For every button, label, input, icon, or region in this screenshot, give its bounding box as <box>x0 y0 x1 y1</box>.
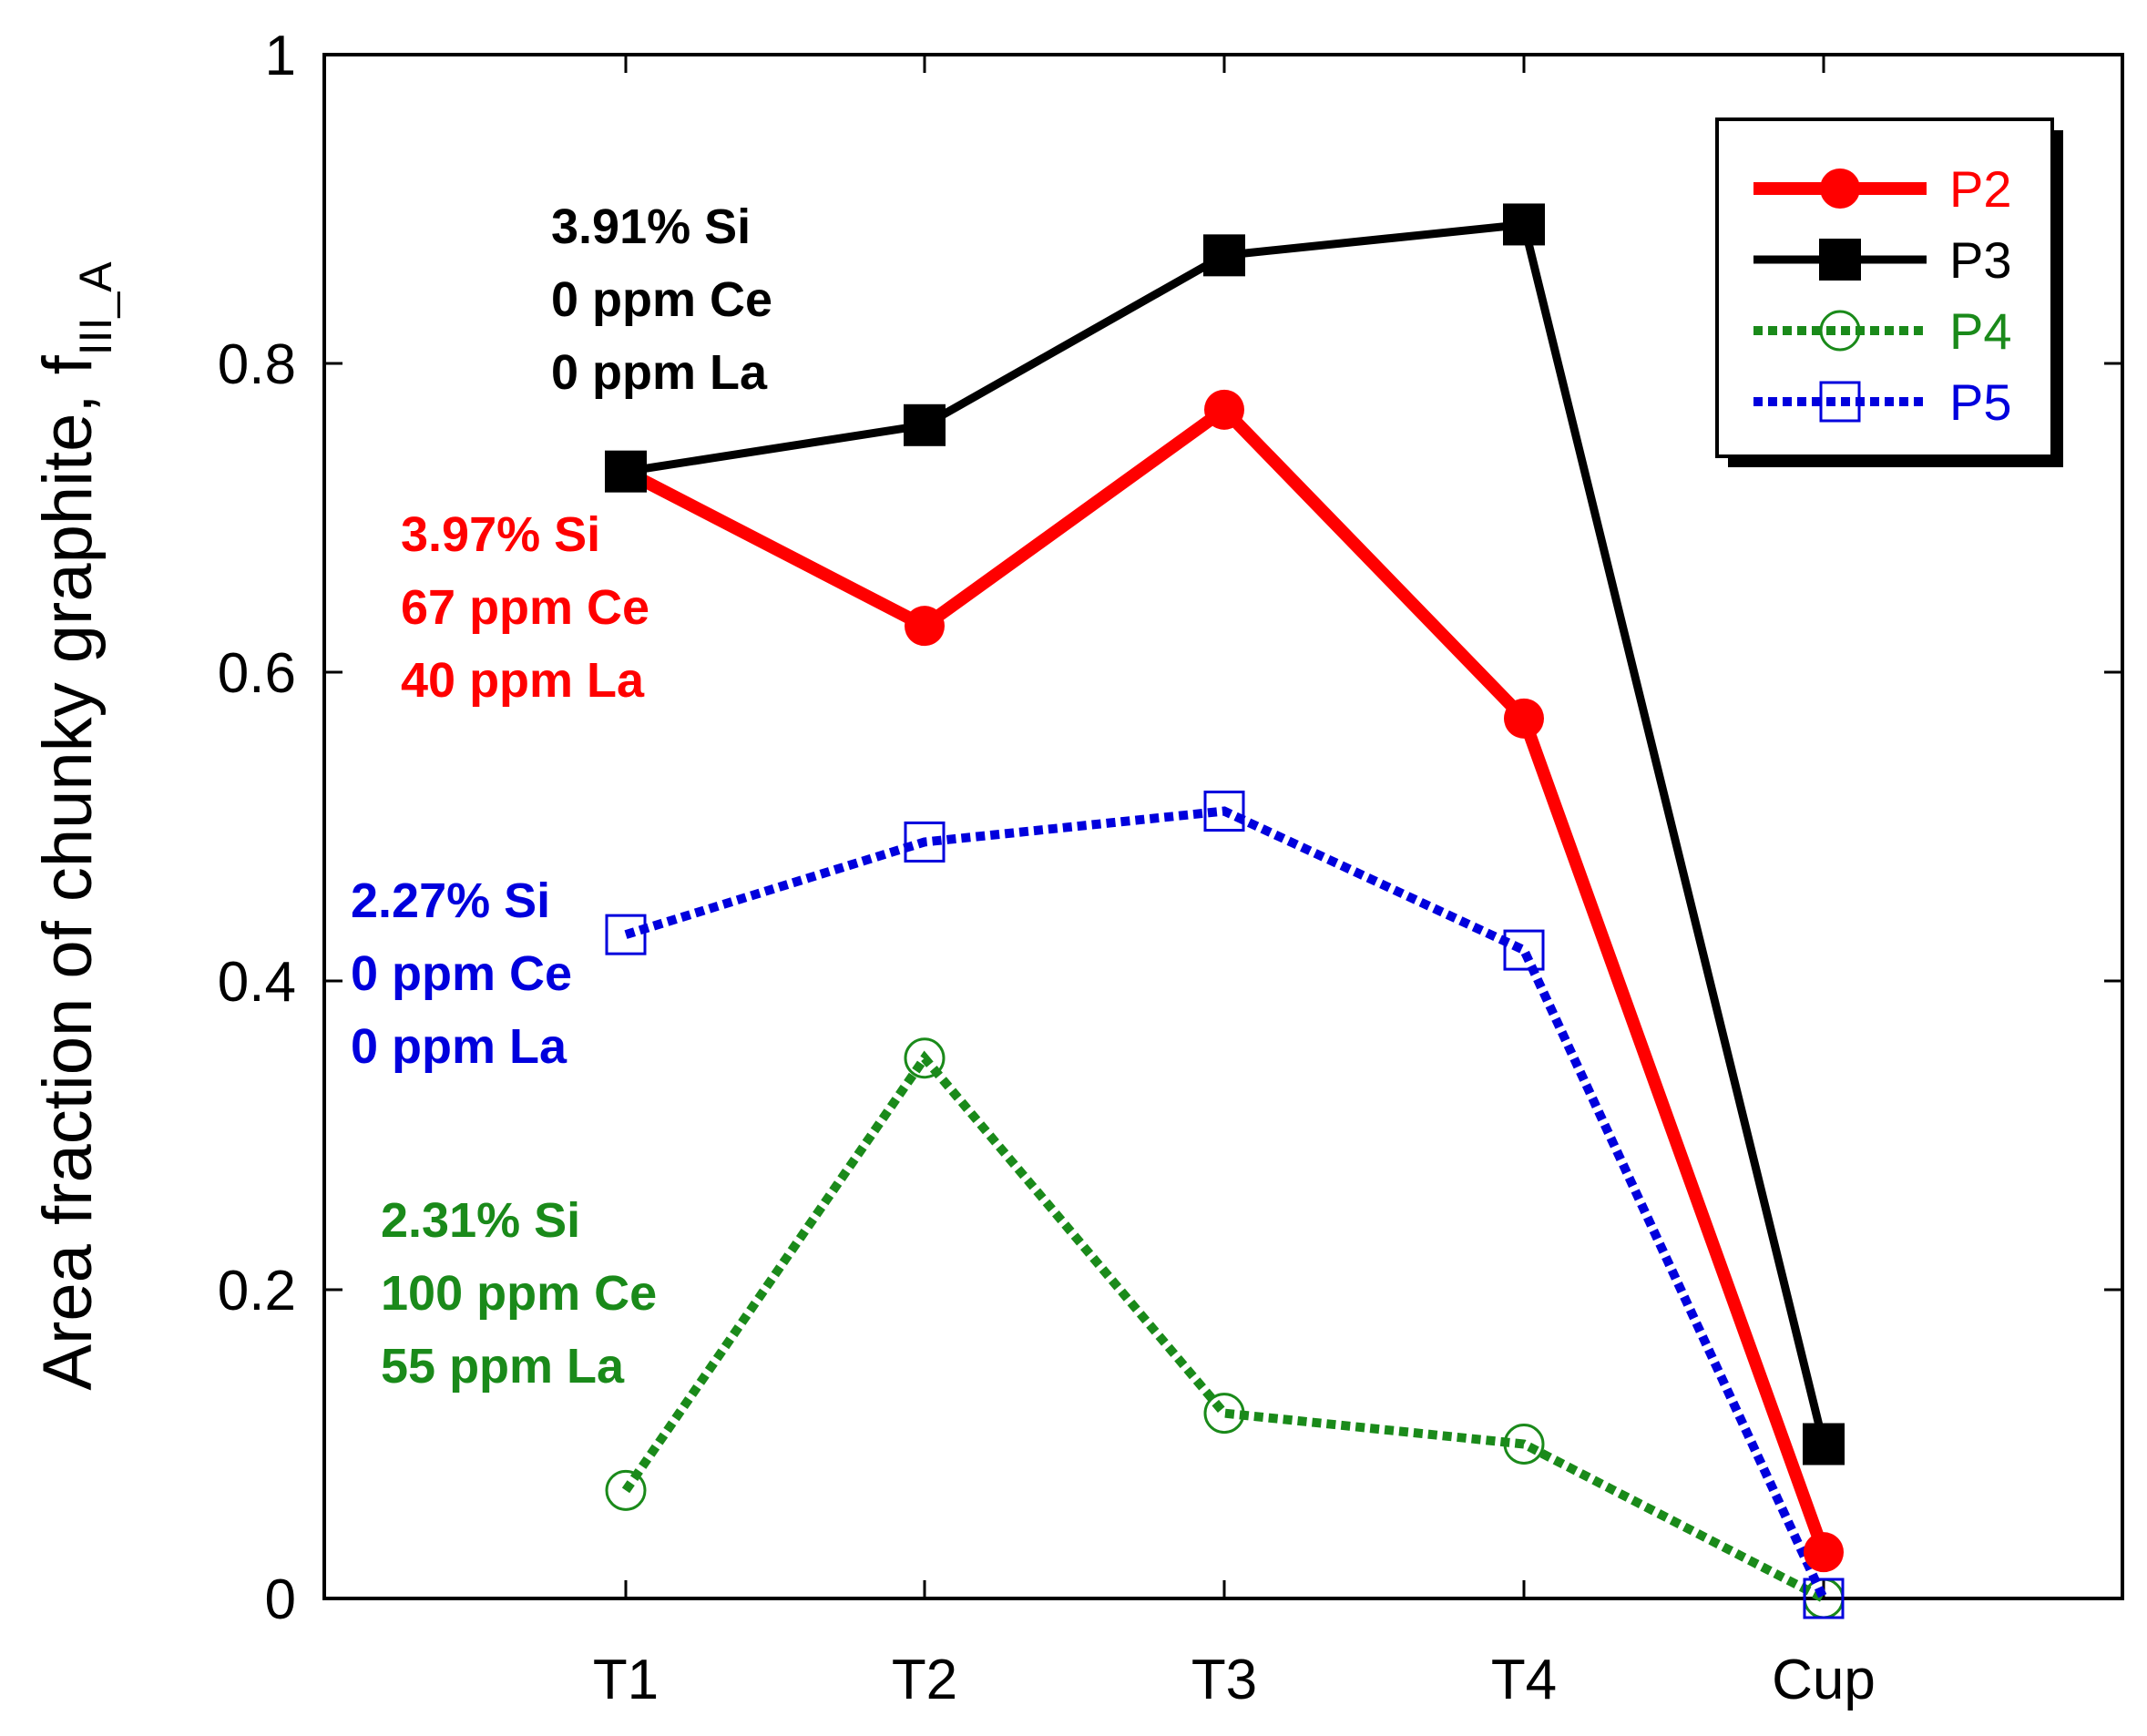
point-p5-t2 <box>904 821 946 863</box>
point-p2-cup <box>1804 1532 1844 1573</box>
x-tick-label-1: T2 <box>892 1649 957 1711</box>
y-tick-label-3: 0.6 <box>218 642 296 705</box>
point-p2-t3 <box>1204 389 1244 430</box>
point-p3-t4 <box>1503 203 1545 246</box>
series-p3 <box>605 203 1845 1465</box>
legend-marker-p4 <box>1819 310 1861 352</box>
annotation-p2-line-2: 40 ppm La <box>401 653 645 708</box>
annotation-p5: 2.27% Si 0 ppm Ce 0 ppm La <box>351 873 572 1074</box>
series-p4 <box>605 1037 1845 1619</box>
series-p5 <box>605 791 1845 1619</box>
point-p4-t2 <box>904 1037 946 1079</box>
point-p2-t2 <box>905 606 945 647</box>
annotation-p4-line-1: 100 ppm Ce <box>381 1266 657 1321</box>
annotation-p5-line-1: 0 ppm Ce <box>351 946 572 1001</box>
x-tick-label-0: T1 <box>593 1649 659 1711</box>
y-tick-label-4: 0.8 <box>218 333 296 396</box>
point-p5-t4 <box>1503 929 1545 971</box>
annotation-p4: 2.31% Si 100 ppm Ce 55 ppm La <box>381 1193 657 1394</box>
point-p2-t4 <box>1504 698 1544 739</box>
point-p4-t1 <box>605 1469 647 1511</box>
annotation-layer: 3.91% Si 0 ppm Ce 0 ppm La 3.97% Si 67 ppm C… <box>351 199 772 1394</box>
y-axis-title-subscript: III_A <box>70 261 121 355</box>
legend-label-p4: P4 <box>1949 302 2012 360</box>
point-p4-t4 <box>1503 1424 1545 1465</box>
annotation-p5-line-0: 2.27% Si <box>351 873 550 928</box>
annotation-p5-line-2: 0 ppm La <box>351 1019 567 1074</box>
x-tick-labels: T1 T2 T3 T4 Cup <box>593 1649 1876 1711</box>
legend-entry-p5: P5 <box>1753 373 2012 431</box>
y-tick-label-1: 0.2 <box>218 1260 296 1322</box>
legend-entry-p3: P3 <box>1753 231 2012 289</box>
series-line-p2 <box>622 401 1830 1555</box>
annotation-p2: 3.97% Si 67 ppm Ce 40 ppm La <box>401 507 649 708</box>
y-axis-title: Area fraction of chunky graphite, fIII_A <box>29 261 121 1391</box>
legend-entry-p4: P4 <box>1753 302 2012 360</box>
legend-marker-p5 <box>1819 381 1861 423</box>
legend-marker-p3 <box>1819 239 1861 281</box>
annotation-p3-line-0: 3.91% Si <box>551 199 751 254</box>
annotation-p2-line-0: 3.97% Si <box>401 507 600 562</box>
annotation-p4-line-2: 55 ppm La <box>381 1339 625 1394</box>
legend-label-p3: P3 <box>1949 231 2012 289</box>
y-axis-title-main: Area fraction of chunky graphite, f <box>29 354 107 1390</box>
legend: P2 P3 P4 P5 <box>1715 117 2063 467</box>
series-line-p4 <box>621 1050 1826 1603</box>
legend-entry-p2: P2 <box>1753 160 2012 218</box>
annotation-p4-line-0: 2.31% Si <box>381 1193 580 1248</box>
point-p4-t3 <box>1203 1393 1245 1435</box>
x-tick-label-3: T4 <box>1491 1649 1557 1711</box>
annotation-p3: 3.91% Si 0 ppm Ce 0 ppm La <box>551 199 772 400</box>
point-p5-cup <box>1803 1578 1845 1619</box>
point-p3-t3 <box>1203 234 1245 277</box>
point-p5-t1 <box>605 914 647 955</box>
series-line-p5 <box>624 806 1828 1601</box>
annotation-p3-line-1: 0 ppm Ce <box>551 272 772 327</box>
y-tick-labels: 0 0.2 0.4 0.6 0.8 1 <box>218 25 296 1631</box>
legend-label-p5: P5 <box>1949 373 2012 431</box>
point-p3-cup <box>1803 1423 1845 1465</box>
legend-label-p2: P2 <box>1949 160 2012 218</box>
y-tick-label-5: 1 <box>265 25 296 87</box>
point-p3-t1 <box>605 450 647 493</box>
legend-marker-p2 <box>1820 168 1860 209</box>
x-tick-label-2: T3 <box>1191 1649 1257 1711</box>
annotation-p3-line-2: 0 ppm La <box>551 345 768 400</box>
x-tick-label-4: Cup <box>1772 1649 1876 1711</box>
y-tick-label-0: 0 <box>265 1568 296 1631</box>
point-p5-t3 <box>1203 791 1245 832</box>
point-p3-t2 <box>904 403 946 446</box>
legend-entries: P2 P3 P4 P5 <box>1753 160 2012 431</box>
annotation-p2-line-1: 67 ppm Ce <box>401 580 649 635</box>
y-tick-label-2: 0.4 <box>218 951 296 1014</box>
series-layer <box>605 203 1845 1619</box>
